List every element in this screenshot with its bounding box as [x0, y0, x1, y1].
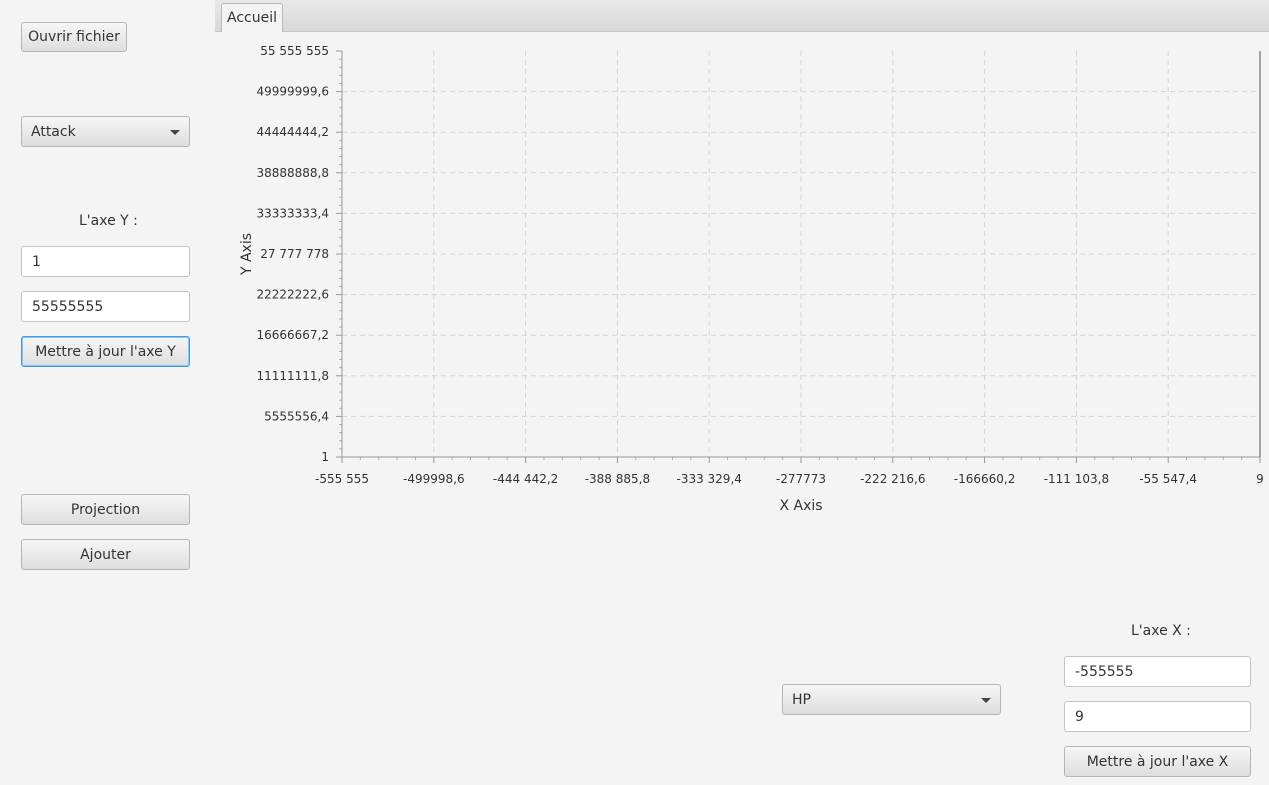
open-file-button[interactable]: Ouvrir fichier: [21, 22, 127, 52]
y-tick-label: 38888888,8: [256, 166, 329, 180]
x-attribute-combo[interactable]: HP: [782, 684, 1001, 715]
y-tick-labels: 1 5555556,4 11111111,8 16666667,2 22222222,6…: [256, 44, 329, 464]
y-tick-label: 49999999,6: [256, 85, 329, 99]
x-min-input[interactable]: -555555: [1064, 656, 1251, 687]
x-axis-title: X Axis: [779, 498, 822, 514]
x-tick-label: -388 885,8: [585, 472, 650, 486]
y-tick-label: 11111111,8: [256, 369, 329, 383]
x-tick-labels: -555 555 -499998,6 -444 442,2 -388 885,8 -33…: [315, 472, 1264, 486]
x-tick-label: 9: [1256, 472, 1264, 486]
y-tick-label: 55 555 555: [260, 44, 329, 58]
scatter-chart: -555 555 -499998,6 -444 442,2 -388 885,8 -33…: [239, 44, 1264, 514]
y-tick-label: 33333333,4: [256, 206, 329, 220]
y-attribute-combo[interactable]: Attack: [21, 116, 190, 147]
y-tick-label: 1: [321, 450, 329, 464]
x-tick-label: -55 547,4: [1139, 472, 1197, 486]
x-attribute-value: HP: [792, 691, 811, 708]
x-tick-label: -444 442,2: [493, 472, 558, 486]
add-button[interactable]: Ajouter: [21, 539, 190, 570]
x-tick-label: -222 216,6: [860, 472, 925, 486]
y-max-input[interactable]: 55555555: [21, 291, 190, 322]
chevron-down-icon: [170, 129, 180, 135]
y-attribute-value: Attack: [31, 123, 76, 140]
x-tick-label: -555 555: [315, 472, 369, 486]
chart-axes: [336, 50, 1261, 463]
y-axis-label: L'axe Y :: [79, 213, 138, 229]
x-tick-label: -166660,2: [954, 472, 1016, 486]
y-tick-label: 44444444,2: [256, 125, 329, 139]
x-tick-label: -499998,6: [403, 472, 465, 486]
y-axis-title: Y Axis: [239, 233, 255, 276]
x-tick-label: -111 103,8: [1044, 472, 1109, 486]
chart-grid: [342, 51, 1260, 457]
update-y-axis-button[interactable]: Mettre à jour l'axe Y: [21, 336, 190, 367]
y-tick-label: 27 777 778: [260, 247, 329, 261]
y-min-input[interactable]: 1: [21, 246, 190, 277]
x-max-input[interactable]: 9: [1064, 701, 1251, 732]
y-tick-label: 5555556,4: [264, 409, 329, 423]
update-x-axis-button[interactable]: Mettre à jour l'axe X: [1064, 746, 1251, 777]
y-tick-label: 16666667,2: [256, 328, 329, 342]
x-tick-label: -277773: [776, 472, 826, 486]
tab-bar: [215, 0, 1269, 32]
chevron-down-icon: [981, 697, 991, 703]
tab-accueil[interactable]: Accueil: [221, 3, 283, 32]
x-tick-label: -333 329,4: [676, 472, 741, 486]
x-axis-label: L'axe X :: [1131, 623, 1191, 639]
y-tick-label: 22222222,6: [256, 288, 329, 302]
projection-button[interactable]: Projection: [21, 494, 190, 525]
